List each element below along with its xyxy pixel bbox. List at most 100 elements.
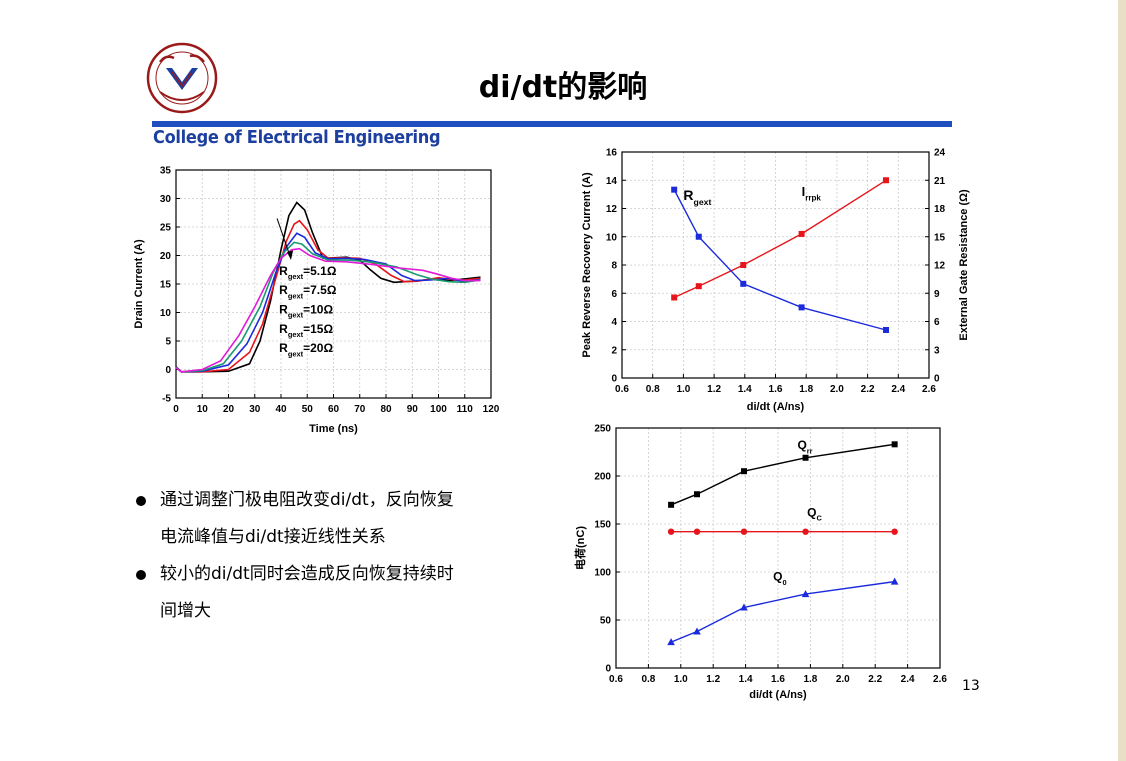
series-line [673,189,887,331]
x-tick-label: 10 [197,404,209,415]
drain-current-chart: 0 10 20 30 40 50 60 70 80 90 100 110 120-50510152025… [133,166,500,436]
page-number: 13 [962,678,980,694]
bullet-line: 电流峰值与di/dt接近线性关系 [160,527,386,547]
y2-tick-label: 21 [934,176,946,187]
data-point [693,528,701,535]
series-line [175,219,481,373]
y2-tick-label: 12 [934,261,946,272]
data-point [671,294,678,301]
x-tick-label: 0.6 [615,384,629,395]
x-axis-label: di/dt (A/ns) [749,689,807,701]
x-tick-label: 1.6 [769,384,783,395]
x-tick-label: 20 [223,404,235,415]
bullet-dot-icon [136,570,146,580]
series-line [175,241,481,373]
data-point [802,454,809,461]
data-point [890,577,899,585]
y-tick-label: 14 [606,176,618,187]
data-point [740,262,747,268]
x-tick-label: 80 [380,404,392,415]
data-point [891,528,898,535]
y-axis-label: 电荷(nC) [573,526,587,570]
y-tick-label: 25 [160,223,172,234]
legend-entry: Rgext=7.5Ω [279,283,337,300]
x-tick-label: 100 [430,404,447,415]
y-tick-label: 10 [606,232,618,243]
x-tick-label: 2.4 [901,674,915,685]
y-tick-label: 5 [165,337,171,348]
x-tick-label: 1.2 [707,384,721,395]
data-point [740,468,747,475]
x-tick-label: 1.8 [799,384,813,395]
y-tick-label: 16 [606,148,618,159]
data-point [667,638,675,646]
x-tick-label: 120 [483,404,500,415]
y-tick-label: 10 [160,308,172,319]
bullet-dot-icon [136,496,146,506]
bullet-item: 较小的di/dt同时会造成反向恢复持续时 间增大 [130,556,550,630]
x-tick-label: 40 [275,404,287,415]
x-axis-label: di/dt (A/ns) [747,401,805,413]
x-tick-label: 2.4 [891,384,905,395]
x-tick-label: 2.6 [922,384,936,395]
y-tick-label: 15 [160,280,172,291]
x-tick-label: 1.0 [674,674,688,685]
series-line [175,247,481,373]
y-tick-label: 8 [611,261,617,272]
legend-entry: Rgext=10Ω [279,302,333,319]
y-axis-label: Peak Reverse Recovery Current (A) [581,172,593,358]
y2-tick-label: 6 [934,317,940,328]
y-tick-label: 35 [160,166,172,177]
y-tick-label: 6 [611,289,617,300]
y2-axis-label: External Gate Resistance (Ω) [958,189,970,341]
y-tick-label: 30 [160,194,172,205]
y2-tick-label: 15 [934,232,946,243]
y-tick-label: 250 [594,424,611,435]
legend-entry: Rgext=5.1Ω [279,264,337,281]
bullet-list: 通过调整门极电阻改变di/dt，反向恢复 电流峰值与di/dt接近线性关系 较小… [130,482,550,630]
y-tick-label: 200 [594,472,611,483]
data-point [695,233,702,240]
data-point [667,528,675,535]
x-tick-label: 30 [249,404,261,415]
y2-tick-label: 24 [934,148,946,159]
x-axis-label: Time (ns) [309,423,358,435]
x-tick-label: 60 [328,404,340,415]
x-tick-label: 1.4 [739,674,753,685]
y2-tick-label: 0 [934,374,940,385]
legend-entry: Rgext=20Ω [279,341,333,358]
bullet-item: 通过调整门极电阻改变di/dt，反向恢复 电流峰值与di/dt接近线性关系 [130,482,550,556]
x-tick-label: 2.2 [868,674,882,685]
y-axis-label: Drain Current (A) [133,239,145,329]
data-point [801,590,810,598]
college-name: College of Electrical Engineering [153,127,441,148]
peak-recovery-current-chart: 0.6 0.8 1.0 1.2 1.4 1.6 1.8 2.0 2.2 2.4 2.60246810… [581,148,970,414]
right-edge-stripe [1118,0,1126,761]
x-tick-label: 1.0 [676,384,690,395]
legend-arrow-head [287,250,294,261]
y-tick-label: 20 [160,251,172,262]
y-tick-label: 0 [611,374,617,385]
data-point [740,603,748,611]
x-tick-label: 2.0 [830,384,844,395]
y-tick-label: 150 [594,520,611,531]
x-tick-label: 0.6 [609,674,623,685]
data-point [798,230,805,237]
data-point [695,283,702,290]
data-point [883,177,890,184]
y-tick-label: -5 [162,394,171,405]
x-tick-label: 0.8 [641,674,655,685]
y2-tick-label: 18 [934,204,946,215]
x-tick-label: 1.8 [803,674,817,685]
data-point [740,280,747,287]
x-tick-label: 50 [302,404,314,415]
x-tick-label: 0 [173,404,179,415]
page-title: di/dt的影响 [478,70,648,105]
annotation-label: Qrr [797,438,812,455]
y-tick-label: 2 [611,345,617,356]
data-point [694,491,700,498]
x-tick-label: 1.6 [771,674,785,685]
data-point [671,186,678,193]
header-bar [152,121,952,127]
x-tick-label: 90 [407,404,419,415]
